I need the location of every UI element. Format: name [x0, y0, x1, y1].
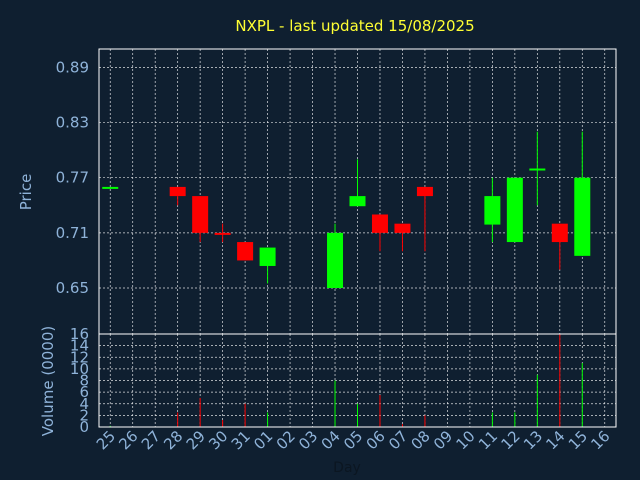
candle-body — [102, 186, 119, 189]
candle-body — [192, 196, 209, 233]
candle-body — [259, 247, 276, 266]
candle-body — [371, 214, 388, 233]
price-tick-label: 0.89 — [56, 58, 89, 76]
volume-tick-label: 4 — [79, 395, 89, 413]
volume-panel-frame — [98, 333, 617, 428]
volume-tick-label: 12 — [70, 348, 89, 366]
volume-axis-label: Volume (0000) — [39, 326, 57, 436]
volume-tick-label: 10 — [70, 360, 89, 378]
candle-body — [349, 196, 366, 207]
volume-tick-label: 16 — [70, 325, 89, 343]
candle-body — [506, 177, 523, 243]
volume-tick-label: 2 — [79, 406, 89, 424]
price-tick-label: 0.77 — [56, 169, 89, 187]
chart-title: NXPL - last updated 15/08/2025 — [235, 17, 474, 35]
candle-body — [484, 196, 501, 225]
volume-tick-label: 8 — [79, 372, 89, 390]
x-axis-label: Day — [333, 460, 361, 476]
candle-body — [394, 223, 411, 233]
day-tick-labels: 2526272829303101020304050607080910111213… — [93, 427, 614, 453]
price-axis-label: Price — [17, 174, 35, 211]
candle-body — [214, 232, 231, 235]
candle-body — [416, 186, 433, 197]
candle-body — [529, 168, 546, 171]
price-gridlines — [99, 49, 616, 334]
candles — [102, 131, 591, 289]
volume-tick-label: 6 — [79, 383, 89, 401]
candle-body — [169, 186, 186, 197]
volume-tick-label: 0 — [79, 418, 89, 436]
volume-tick-label: 14 — [70, 337, 89, 355]
candle-body — [327, 232, 344, 289]
candle-body — [574, 177, 591, 256]
price-tick-label: 0.71 — [56, 224, 89, 242]
candle-body — [237, 242, 254, 261]
price-tick-label: 0.65 — [56, 279, 89, 297]
day-tick-label: 16 — [587, 427, 613, 453]
price-tick-labels: 0.65 0.71 0.77 0.83 0.89 — [56, 58, 89, 297]
candle-body — [551, 223, 568, 243]
price-tick-label: 0.83 — [56, 114, 89, 132]
